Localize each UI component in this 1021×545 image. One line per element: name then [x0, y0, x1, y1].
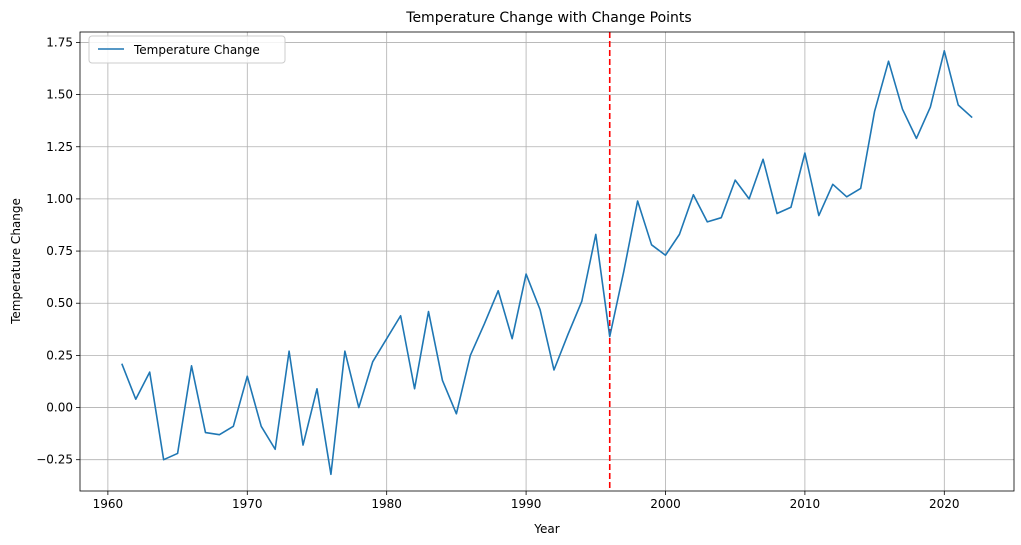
legend-label-temperature-change: Temperature Change — [133, 43, 260, 57]
y-tick-label: 0.00 — [46, 401, 73, 415]
legend: Temperature Change — [88, 35, 286, 64]
y-tick-label: 0.50 — [46, 296, 73, 310]
y-tick-label: 0.75 — [46, 244, 73, 258]
chart-title: Temperature Change with Change Points — [405, 10, 691, 26]
plot-frame — [79, 31, 1015, 492]
y-tick-label: 1.75 — [46, 35, 73, 49]
y-tick-label: 1.25 — [46, 140, 73, 154]
x-axis-ticks: 1960 1970 1980 1990 2000 2010 2020 — [93, 491, 960, 511]
x-tick-label: 2010 — [790, 497, 821, 511]
x-tick-label: 2020 — [929, 497, 960, 511]
series-line-temperature-change — [121, 49, 973, 476]
y-tick-label: 1.00 — [46, 192, 73, 206]
x-tick-label: 1960 — [93, 497, 124, 511]
legend-box — [88, 35, 286, 64]
y-axis-label: Temperature Change — [9, 198, 23, 325]
grid-lines — [80, 32, 1014, 491]
x-tick-label: 1980 — [371, 497, 402, 511]
y-axis-ticks: −0.25 0.00 0.25 0.50 0.75 1.00 1.25 1.50 1.75 — [36, 35, 80, 467]
x-tick-label: 1990 — [511, 497, 542, 511]
x-tick-label: 1970 — [232, 497, 263, 511]
y-tick-label: 1.50 — [46, 88, 73, 102]
y-tick-label: −0.25 — [36, 453, 73, 467]
x-tick-label: 2000 — [650, 497, 681, 511]
x-axis-label: Year — [533, 522, 559, 536]
y-tick-label: 0.25 — [46, 348, 73, 362]
